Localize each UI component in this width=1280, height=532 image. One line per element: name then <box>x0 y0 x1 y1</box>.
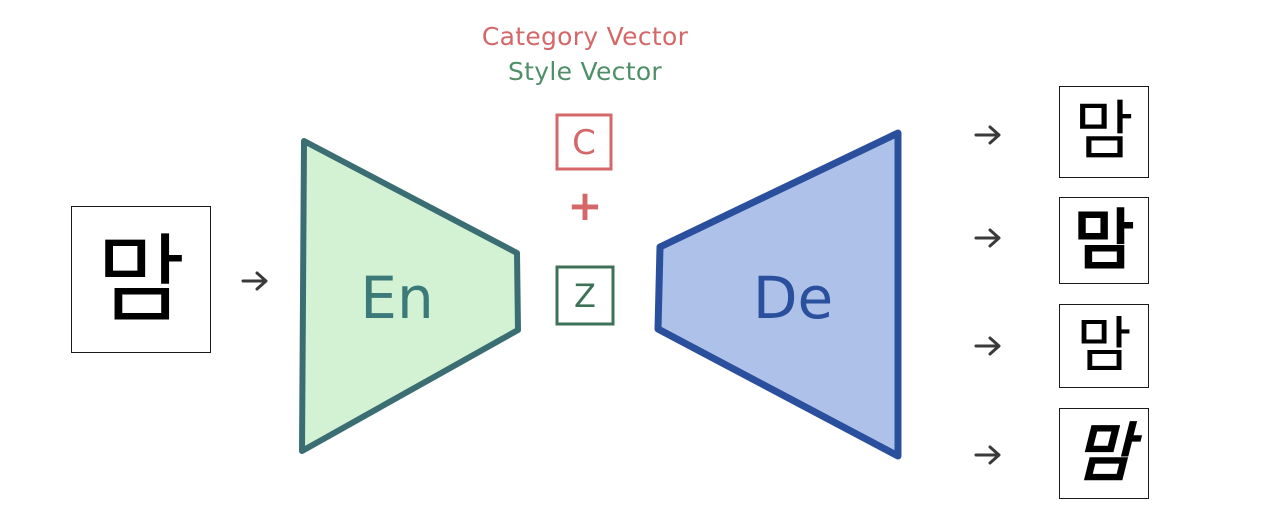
output-glyph: 맘 <box>1059 86 1149 178</box>
category-vector-legend: Category Vector <box>481 22 689 51</box>
output-arrow <box>974 228 1001 248</box>
style-vector-box <box>555 265 615 326</box>
style-vector-symbol: Z <box>574 277 596 315</box>
output-arrow <box>974 336 1001 356</box>
style-vector-legend: Style Vector <box>507 57 662 86</box>
plus-sign: + <box>567 181 602 230</box>
input-arrow <box>241 271 268 291</box>
output-glyph: 맘 <box>1059 408 1149 499</box>
category-vector-box <box>555 113 613 171</box>
output-arrow <box>974 445 1001 465</box>
decoder-block <box>654 129 902 460</box>
input-glyph: 맘 <box>71 206 211 353</box>
category-vector-symbol: C <box>572 123 596 163</box>
output-glyph: 맘 <box>1059 197 1149 284</box>
output-glyph: 맘 <box>1059 304 1149 388</box>
decoder-label: De <box>753 264 833 332</box>
output-arrow <box>974 125 1001 145</box>
encoder-block <box>299 138 521 454</box>
encoder-label: En <box>360 264 433 332</box>
